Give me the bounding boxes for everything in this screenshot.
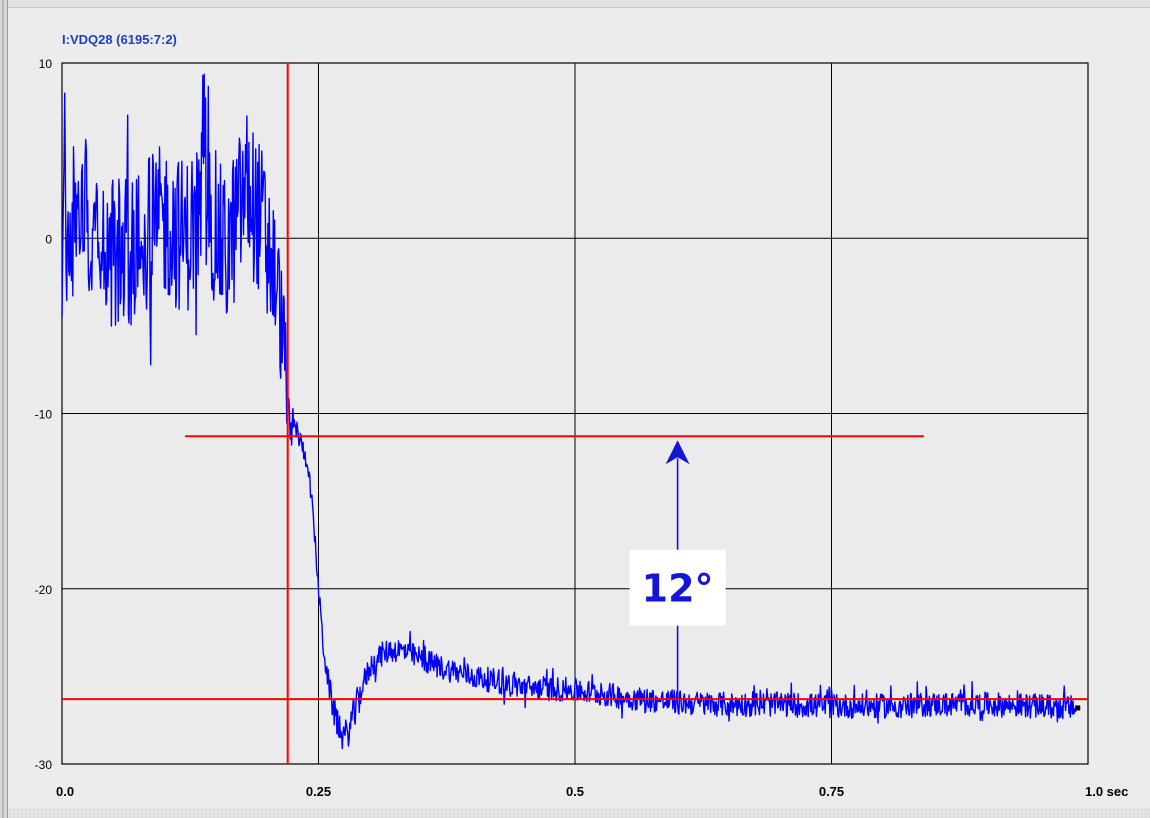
window-top-border xyxy=(8,0,1150,8)
y-tick-label: -30 xyxy=(35,758,53,772)
x-axis: 0.0 0.25 0.5 0.75 1.0 sec xyxy=(56,784,1128,799)
trace-title: I:VDQ28 (6195:7:2) xyxy=(62,32,177,47)
y-tick-label: -10 xyxy=(35,408,53,422)
series-line xyxy=(61,73,1078,750)
y-tick-label: 0 xyxy=(45,232,52,246)
x-tick-label: 0.75 xyxy=(819,784,844,799)
y-tick-label: 10 xyxy=(39,57,53,71)
reference-lines xyxy=(62,63,1088,764)
grid xyxy=(62,63,1088,764)
x-tick-label: 1.0 sec xyxy=(1085,784,1128,799)
x-tick-label: 0.5 xyxy=(566,784,584,799)
annotation-arrow-head xyxy=(665,440,690,465)
x-tick-label: 0.25 xyxy=(306,784,331,799)
series-layer xyxy=(61,73,1081,750)
annotation-label: 12° xyxy=(642,567,714,611)
x-tick-label: 0.0 xyxy=(56,784,74,799)
window-left-border[interactable] xyxy=(0,0,8,818)
series-end-marker xyxy=(1075,705,1081,711)
annotation-box xyxy=(629,549,726,626)
annotation: 12° xyxy=(629,440,726,700)
y-tick-label: -20 xyxy=(35,583,53,597)
resize-grip-strip[interactable] xyxy=(8,808,1150,818)
y-axis: 10 0 -10 -20 -30 xyxy=(35,57,53,772)
